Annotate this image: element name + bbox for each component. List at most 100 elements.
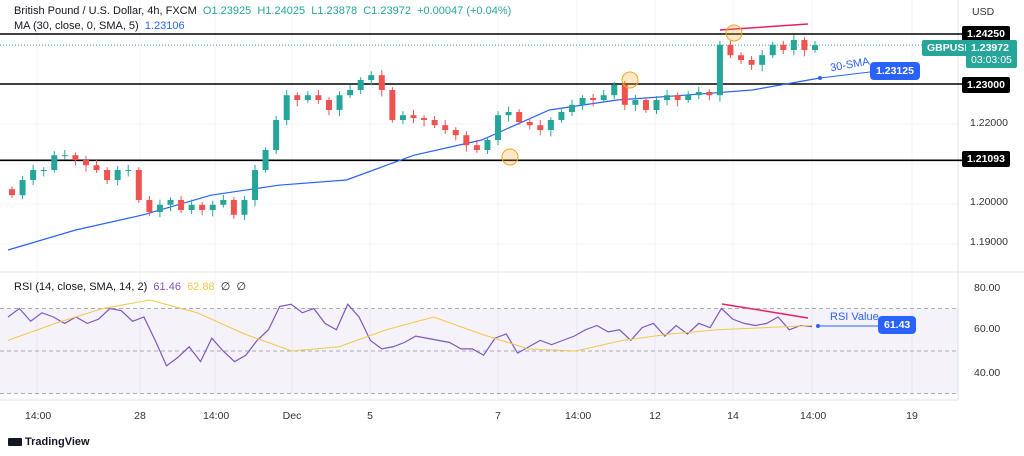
highlight-circle: [501, 148, 519, 166]
time-tick: Dec: [282, 410, 302, 422]
change-value: +0.00047 (+0.04%): [417, 5, 512, 17]
sma-value-tag: 1.23125: [870, 62, 920, 80]
candle-body: [410, 115, 417, 118]
candle-body: [706, 92, 713, 96]
candle-body: [685, 95, 692, 100]
candle-body: [325, 100, 332, 110]
open-value: O1.23925: [202, 5, 252, 17]
candle-body: [621, 84, 628, 105]
candle-body: [357, 80, 364, 90]
candle-body: [590, 98, 597, 100]
rsi-value-tag: 61.43: [878, 316, 917, 334]
candle-body: [421, 118, 428, 120]
currency-label: USD: [972, 6, 995, 18]
sma-point: [818, 76, 822, 80]
tradingview-logo-icon: [8, 438, 22, 447]
candle-body: [146, 200, 153, 212]
rsi-ma-value: 62.88: [187, 281, 215, 293]
candle-body: [495, 115, 502, 140]
rsi-ma-line: [7, 299, 813, 352]
candle-body: [230, 200, 237, 215]
candle-body: [780, 44, 787, 50]
rsi-value: 61.46: [153, 281, 181, 293]
candle-body: [738, 55, 745, 60]
candle-body: [431, 120, 438, 126]
candle-body: [558, 112, 565, 120]
rsi-tick: 60.00: [974, 323, 1001, 335]
rsi-tick: 80.00: [974, 282, 1001, 294]
rsi-line: [7, 303, 813, 367]
candle-body: [51, 155, 58, 170]
candle-body: [812, 45, 818, 50]
tradingview-branding[interactable]: TradingView: [8, 436, 90, 448]
candle-body: [600, 95, 607, 100]
candle-body: [505, 112, 512, 116]
close-value: C1.23972: [363, 5, 411, 17]
candle-body: [727, 44, 734, 56]
candle-body: [283, 95, 290, 120]
candle-body: [336, 95, 343, 110]
candle-body: [315, 95, 322, 100]
candle-body: [347, 90, 354, 96]
candle-body: [252, 170, 259, 200]
candle-body: [294, 95, 301, 100]
price-tick: 1.22000: [970, 117, 1008, 129]
ma-value: 1.23106: [144, 20, 185, 32]
candle-body: [568, 104, 575, 112]
low-value: L1.23878: [311, 5, 358, 17]
time-tick: 14:00: [25, 410, 52, 422]
candle-body: [61, 155, 68, 157]
candle-body: [241, 200, 248, 215]
candle-body: [547, 120, 554, 130]
candle-body: [642, 100, 649, 110]
symbol-title: British Pound / U.S. Dollar, 4h, FXCM: [14, 5, 197, 17]
rsi-legend: RSI (14, close, SMA, 14, 2) 61.46 62.88 …: [14, 280, 246, 293]
candle-body: [399, 115, 406, 120]
candle-body: [378, 75, 385, 90]
candle-body: [135, 170, 142, 200]
candle-body: [526, 122, 533, 126]
rsi-point: [816, 324, 820, 328]
candle-body: [30, 170, 37, 180]
time-tick: 14:00: [203, 410, 230, 422]
candle-body: [759, 55, 766, 65]
candle-body: [156, 204, 163, 212]
rsi-extra-2: ∅: [236, 281, 247, 293]
candle-body: [463, 135, 470, 146]
price-tick: 1.20000: [970, 196, 1008, 208]
ma30-line: [7, 77, 821, 251]
time-tick: 14: [727, 410, 739, 422]
candle-body: [716, 44, 723, 96]
level-tag-123000: 1.23000: [962, 77, 1010, 93]
candle-body: [748, 60, 755, 65]
time-tick: 19: [906, 410, 918, 422]
candle-body: [167, 200, 174, 205]
candle-body: [273, 120, 280, 150]
candle-body: [104, 170, 111, 180]
rsi-tick: 40.00: [974, 367, 1001, 379]
candle-body: [473, 145, 480, 150]
candle-body: [19, 180, 26, 196]
highlight-circle: [725, 24, 743, 42]
candle-body: [93, 165, 100, 170]
high-value: H1.24025: [257, 5, 306, 17]
symbol-tag: GBPUSD: [922, 40, 977, 56]
rsi-label: RSI (14, close, SMA, 14, 2): [14, 281, 148, 293]
candle-body: [125, 170, 132, 171]
time-tick: 12: [649, 410, 661, 422]
ma-legend: MA (30, close, 0, SMA, 5) 1.23106: [14, 20, 185, 32]
divergence-line-price: [719, 23, 809, 31]
level-tag-121093: 1.21093: [962, 151, 1010, 167]
candle-body: [790, 40, 797, 50]
candle-body: [72, 155, 79, 160]
candle-body: [801, 40, 808, 50]
current-price: 1.23972: [971, 42, 1009, 54]
candle-body: [178, 200, 185, 210]
candle-body: [389, 90, 396, 120]
rsi-annotation-label: RSI Value: [830, 311, 879, 323]
candle-body: [537, 125, 544, 130]
highlight-circle: [621, 71, 639, 89]
divergence-line-rsi: [721, 303, 809, 319]
candle-body: [114, 170, 121, 180]
